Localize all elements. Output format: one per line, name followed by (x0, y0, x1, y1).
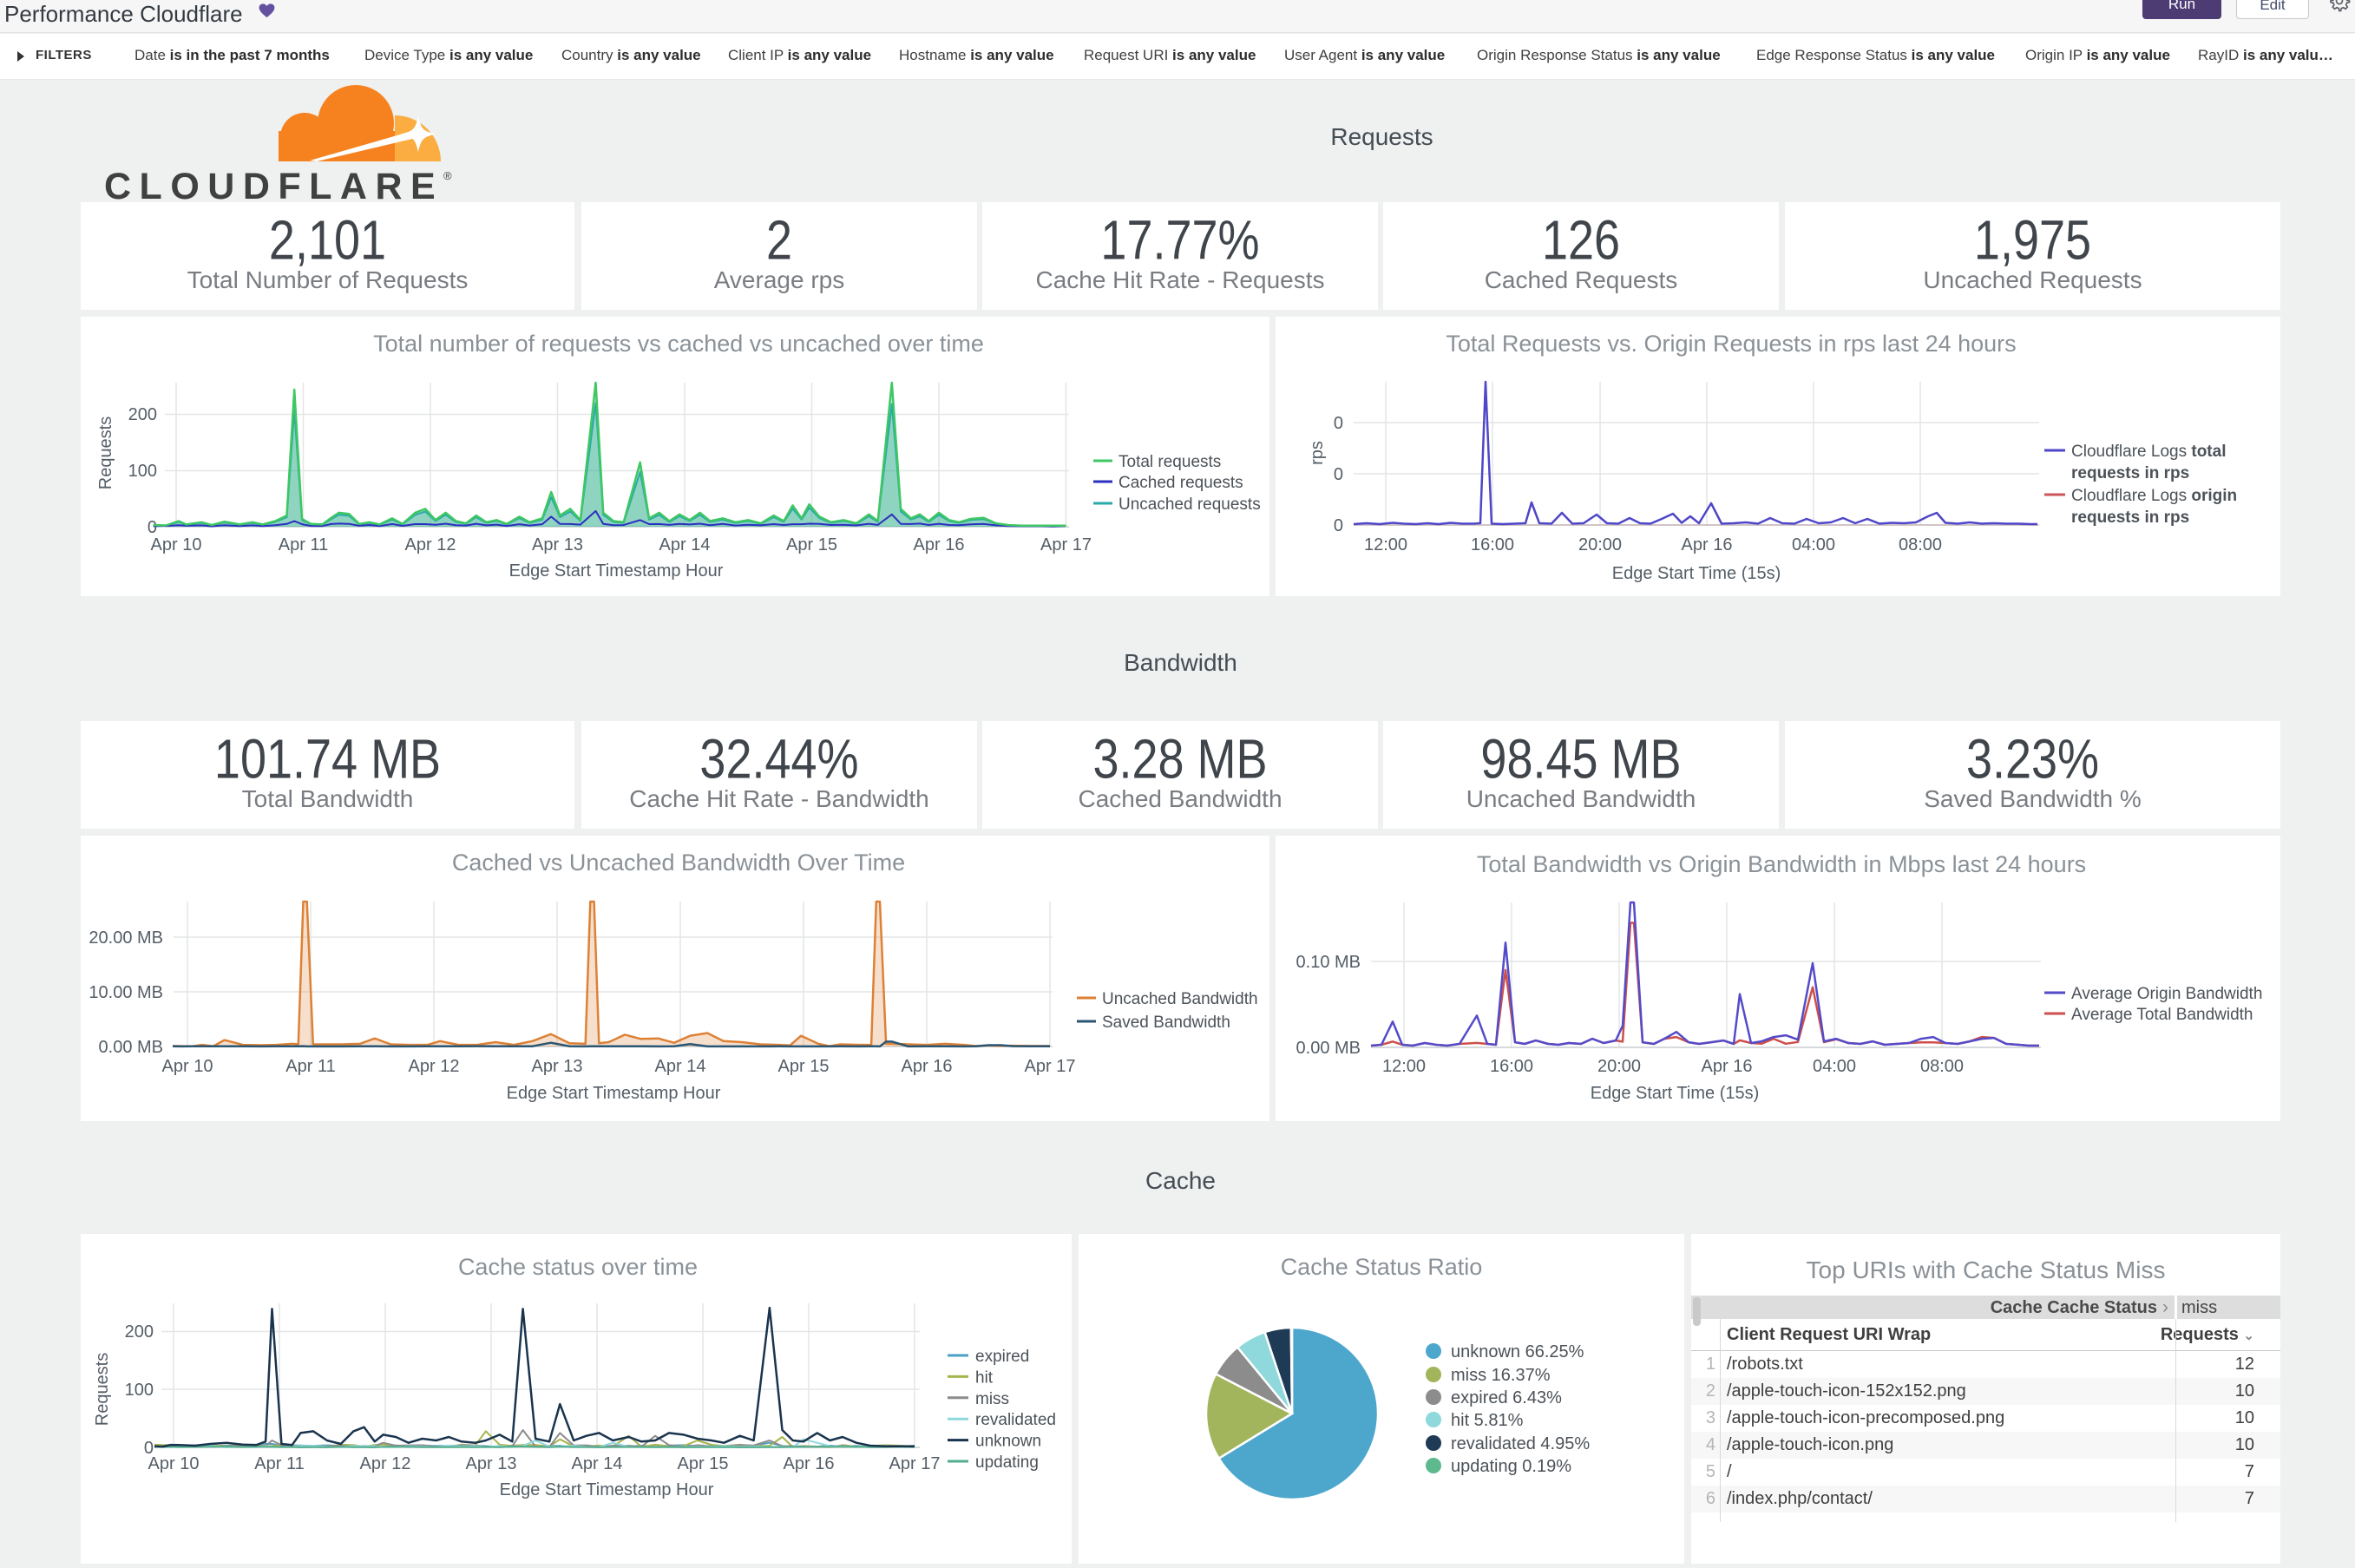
svg-text:Apr 17: Apr 17 (1040, 535, 1092, 554)
svg-text:Average Origin Bandwidth: Average Origin Bandwidth (2071, 985, 2262, 1003)
svg-text:Apr 14: Apr 14 (659, 535, 711, 554)
svg-text:200: 200 (128, 405, 157, 424)
svg-text:20:00: 20:00 (1578, 535, 1622, 554)
svg-text:Apr 15: Apr 15 (786, 535, 837, 554)
svg-text:miss: miss (975, 1390, 1009, 1408)
svg-text:08:00: 08:00 (1920, 1057, 1964, 1076)
svg-text:updating 0.19%: updating 0.19% (1451, 1457, 1571, 1476)
svg-text:Apr 12: Apr 12 (360, 1454, 411, 1473)
svg-text:0: 0 (144, 1439, 154, 1458)
svg-text:04:00: 04:00 (1792, 535, 1835, 554)
svg-text:Apr 15: Apr 15 (778, 1057, 830, 1076)
svg-text:08:00: 08:00 (1899, 535, 1942, 554)
svg-text:Apr 16: Apr 16 (914, 535, 965, 554)
svg-text:Apr 12: Apr 12 (405, 535, 456, 554)
svg-text:Apr 14: Apr 14 (572, 1454, 623, 1473)
svg-text:Apr 16: Apr 16 (1702, 1057, 1753, 1076)
svg-text:expired 6.43%: expired 6.43% (1451, 1388, 1562, 1407)
svg-text:200: 200 (125, 1322, 154, 1342)
svg-text:Apr 17: Apr 17 (1025, 1057, 1076, 1076)
svg-text:rps: rps (1308, 441, 1327, 465)
svg-text:Requests: Requests (96, 417, 115, 490)
svg-text:®: ® (443, 169, 452, 182)
svg-text:Edge Start Time (15s): Edge Start Time (15s) (1612, 564, 1781, 583)
svg-text:Uncached Bandwidth: Uncached Bandwidth (1102, 990, 1258, 1008)
svg-text:Apr 16: Apr 16 (1682, 535, 1733, 554)
svg-text:Apr 16: Apr 16 (902, 1057, 953, 1076)
svg-text:Apr 11: Apr 11 (279, 535, 328, 554)
svg-text:0: 0 (148, 518, 157, 537)
svg-text:Total number of requests vs ca: Total number of requests vs cached vs un… (373, 331, 984, 357)
svg-text:Edge Start Time (15s): Edge Start Time (15s) (1591, 1084, 1760, 1103)
svg-text:0: 0 (1334, 516, 1343, 535)
svg-text:100: 100 (125, 1381, 154, 1400)
svg-text:Apr 14: Apr 14 (655, 1057, 706, 1076)
svg-text:0.10 MB: 0.10 MB (1296, 953, 1361, 972)
svg-text:hit: hit (975, 1368, 994, 1387)
svg-text:Apr 10: Apr 10 (151, 535, 202, 554)
svg-text:Requests: Requests (93, 1353, 112, 1427)
svg-text:Apr 13: Apr 13 (532, 535, 583, 554)
svg-text:Apr 13: Apr 13 (466, 1454, 517, 1473)
svg-text:04:00: 04:00 (1813, 1057, 1856, 1076)
svg-text:Apr 11: Apr 11 (254, 1454, 304, 1473)
svg-text:16:00: 16:00 (1471, 535, 1514, 554)
svg-text:Apr 17: Apr 17 (889, 1454, 941, 1473)
svg-text:Cache status over time: Cache status over time (458, 1254, 698, 1280)
svg-text:Cached requests: Cached requests (1118, 474, 1243, 492)
svg-text:16:00: 16:00 (1490, 1057, 1533, 1076)
svg-text:revalidated: revalidated (975, 1411, 1056, 1429)
svg-text:12:00: 12:00 (1382, 1057, 1426, 1076)
svg-text:Total Requests vs. Origin Requ: Total Requests vs. Origin Requests in rp… (1446, 331, 2016, 357)
svg-text:Edge Start Timestamp Hour: Edge Start Timestamp Hour (507, 1084, 721, 1103)
svg-text:Apr 11: Apr 11 (285, 1057, 335, 1076)
svg-text:Cache Status Ratio: Cache Status Ratio (1281, 1254, 1483, 1280)
svg-text:Apr 15: Apr 15 (678, 1454, 729, 1473)
svg-text:20.00 MB: 20.00 MB (89, 928, 163, 948)
svg-text:Apr 12: Apr 12 (409, 1057, 460, 1076)
svg-text:Edge Start Timestamp Hour: Edge Start Timestamp Hour (509, 561, 724, 581)
svg-text:Average Total Bandwidth: Average Total Bandwidth (2071, 1006, 2253, 1024)
svg-text:unknown 66.25%: unknown 66.25% (1451, 1342, 1584, 1361)
svg-text:unknown: unknown (975, 1433, 1041, 1451)
svg-text:Uncached requests: Uncached requests (1118, 495, 1261, 514)
svg-text:Cloudflare Logs total: Cloudflare Logs total (2071, 443, 2226, 461)
svg-text:Cloudflare Logs origin: Cloudflare Logs origin (2071, 487, 2237, 505)
svg-text:expired: expired (975, 1348, 1029, 1366)
svg-text:Apr 10: Apr 10 (148, 1454, 200, 1473)
svg-text:Total requests: Total requests (1118, 453, 1221, 471)
svg-text:10.00 MB: 10.00 MB (89, 983, 163, 1002)
svg-text:Apr 16: Apr 16 (784, 1454, 835, 1473)
svg-text:requests in rps: requests in rps (2071, 508, 2189, 527)
svg-text:0.00 MB: 0.00 MB (99, 1038, 163, 1057)
svg-text:updating: updating (975, 1453, 1039, 1472)
svg-text:Cached vs Uncached Bandwidth O: Cached vs Uncached Bandwidth Over Time (452, 850, 905, 876)
svg-text:12:00: 12:00 (1364, 535, 1407, 554)
svg-text:Apr 13: Apr 13 (532, 1057, 583, 1076)
svg-text:Total Bandwidth vs Origin Band: Total Bandwidth vs Origin Bandwidth in M… (1477, 851, 2086, 877)
svg-text:0: 0 (1334, 465, 1343, 484)
svg-text:Saved Bandwidth: Saved Bandwidth (1102, 1014, 1230, 1032)
svg-text:hit 5.81%: hit 5.81% (1451, 1411, 1524, 1430)
svg-text:miss 16.37%: miss 16.37% (1451, 1366, 1551, 1385)
svg-text:100: 100 (128, 462, 157, 481)
svg-text:0: 0 (1334, 414, 1343, 433)
svg-text:requests in rps: requests in rps (2071, 464, 2189, 482)
svg-text:0.00 MB: 0.00 MB (1296, 1039, 1361, 1058)
svg-text:Edge Start Timestamp Hour: Edge Start Timestamp Hour (500, 1480, 714, 1499)
svg-text:Apr 10: Apr 10 (162, 1057, 213, 1076)
svg-text:20:00: 20:00 (1597, 1057, 1641, 1076)
svg-text:CLOUDFLARE: CLOUDFLARE (104, 166, 443, 204)
svg-text:revalidated 4.95%: revalidated 4.95% (1451, 1434, 1590, 1453)
